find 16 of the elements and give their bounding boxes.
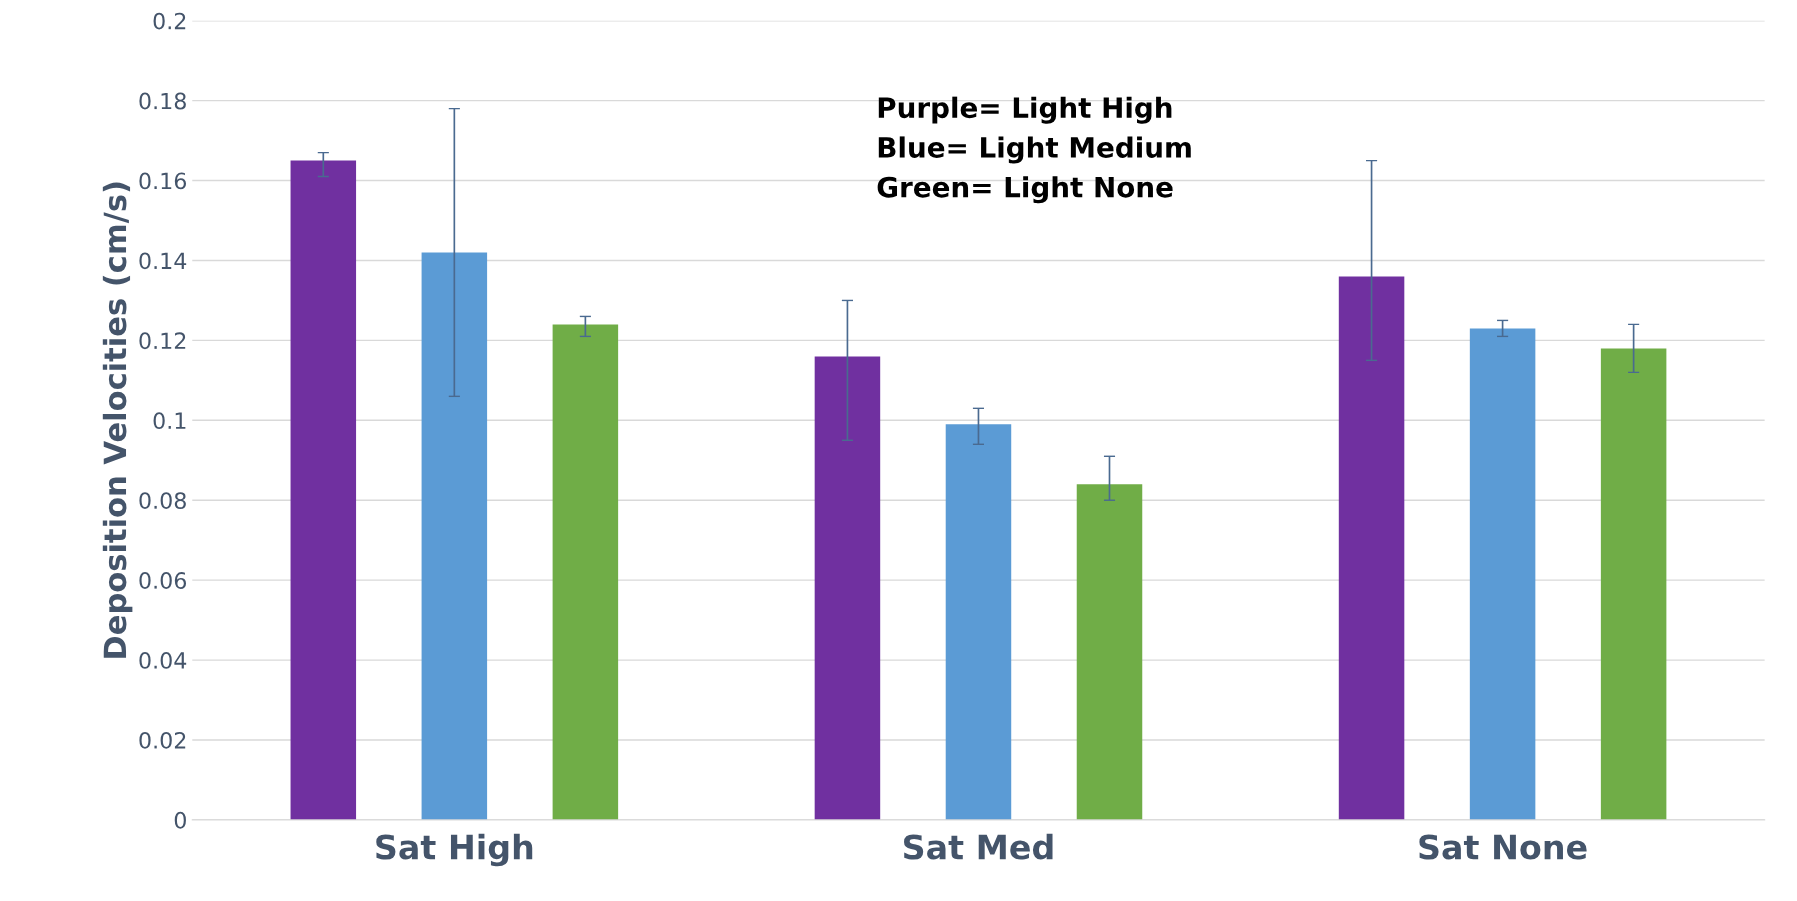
y-tick-label: 0.16: [139, 172, 187, 190]
y-tick-label: 0.02: [139, 731, 186, 749]
y-tick-label: 0.1: [153, 412, 186, 430]
x-tick-label: Sat High: [376, 833, 533, 867]
y-tick-label: 0.14: [139, 252, 187, 270]
y-tick-label: 0.12: [139, 332, 186, 350]
y-tick-label: 0: [174, 811, 186, 829]
y-axis-title: Deposition Velocities (cm/s): [102, 182, 133, 658]
x-tick-label: Sat None: [1419, 834, 1587, 860]
y-tick-label: 0.2: [153, 12, 186, 30]
annotation: Purple= Light High Blue= Light Medium Green= Light None: [877, 96, 1191, 204]
y-tick-label: 0.04: [139, 652, 187, 669]
y-tick-label: 0.18: [139, 92, 186, 110]
y-tick-label: 0.08: [139, 492, 186, 509]
y-tick-label: 0.06: [139, 572, 187, 589]
x-tick-label: Sat Med: [904, 833, 1053, 860]
